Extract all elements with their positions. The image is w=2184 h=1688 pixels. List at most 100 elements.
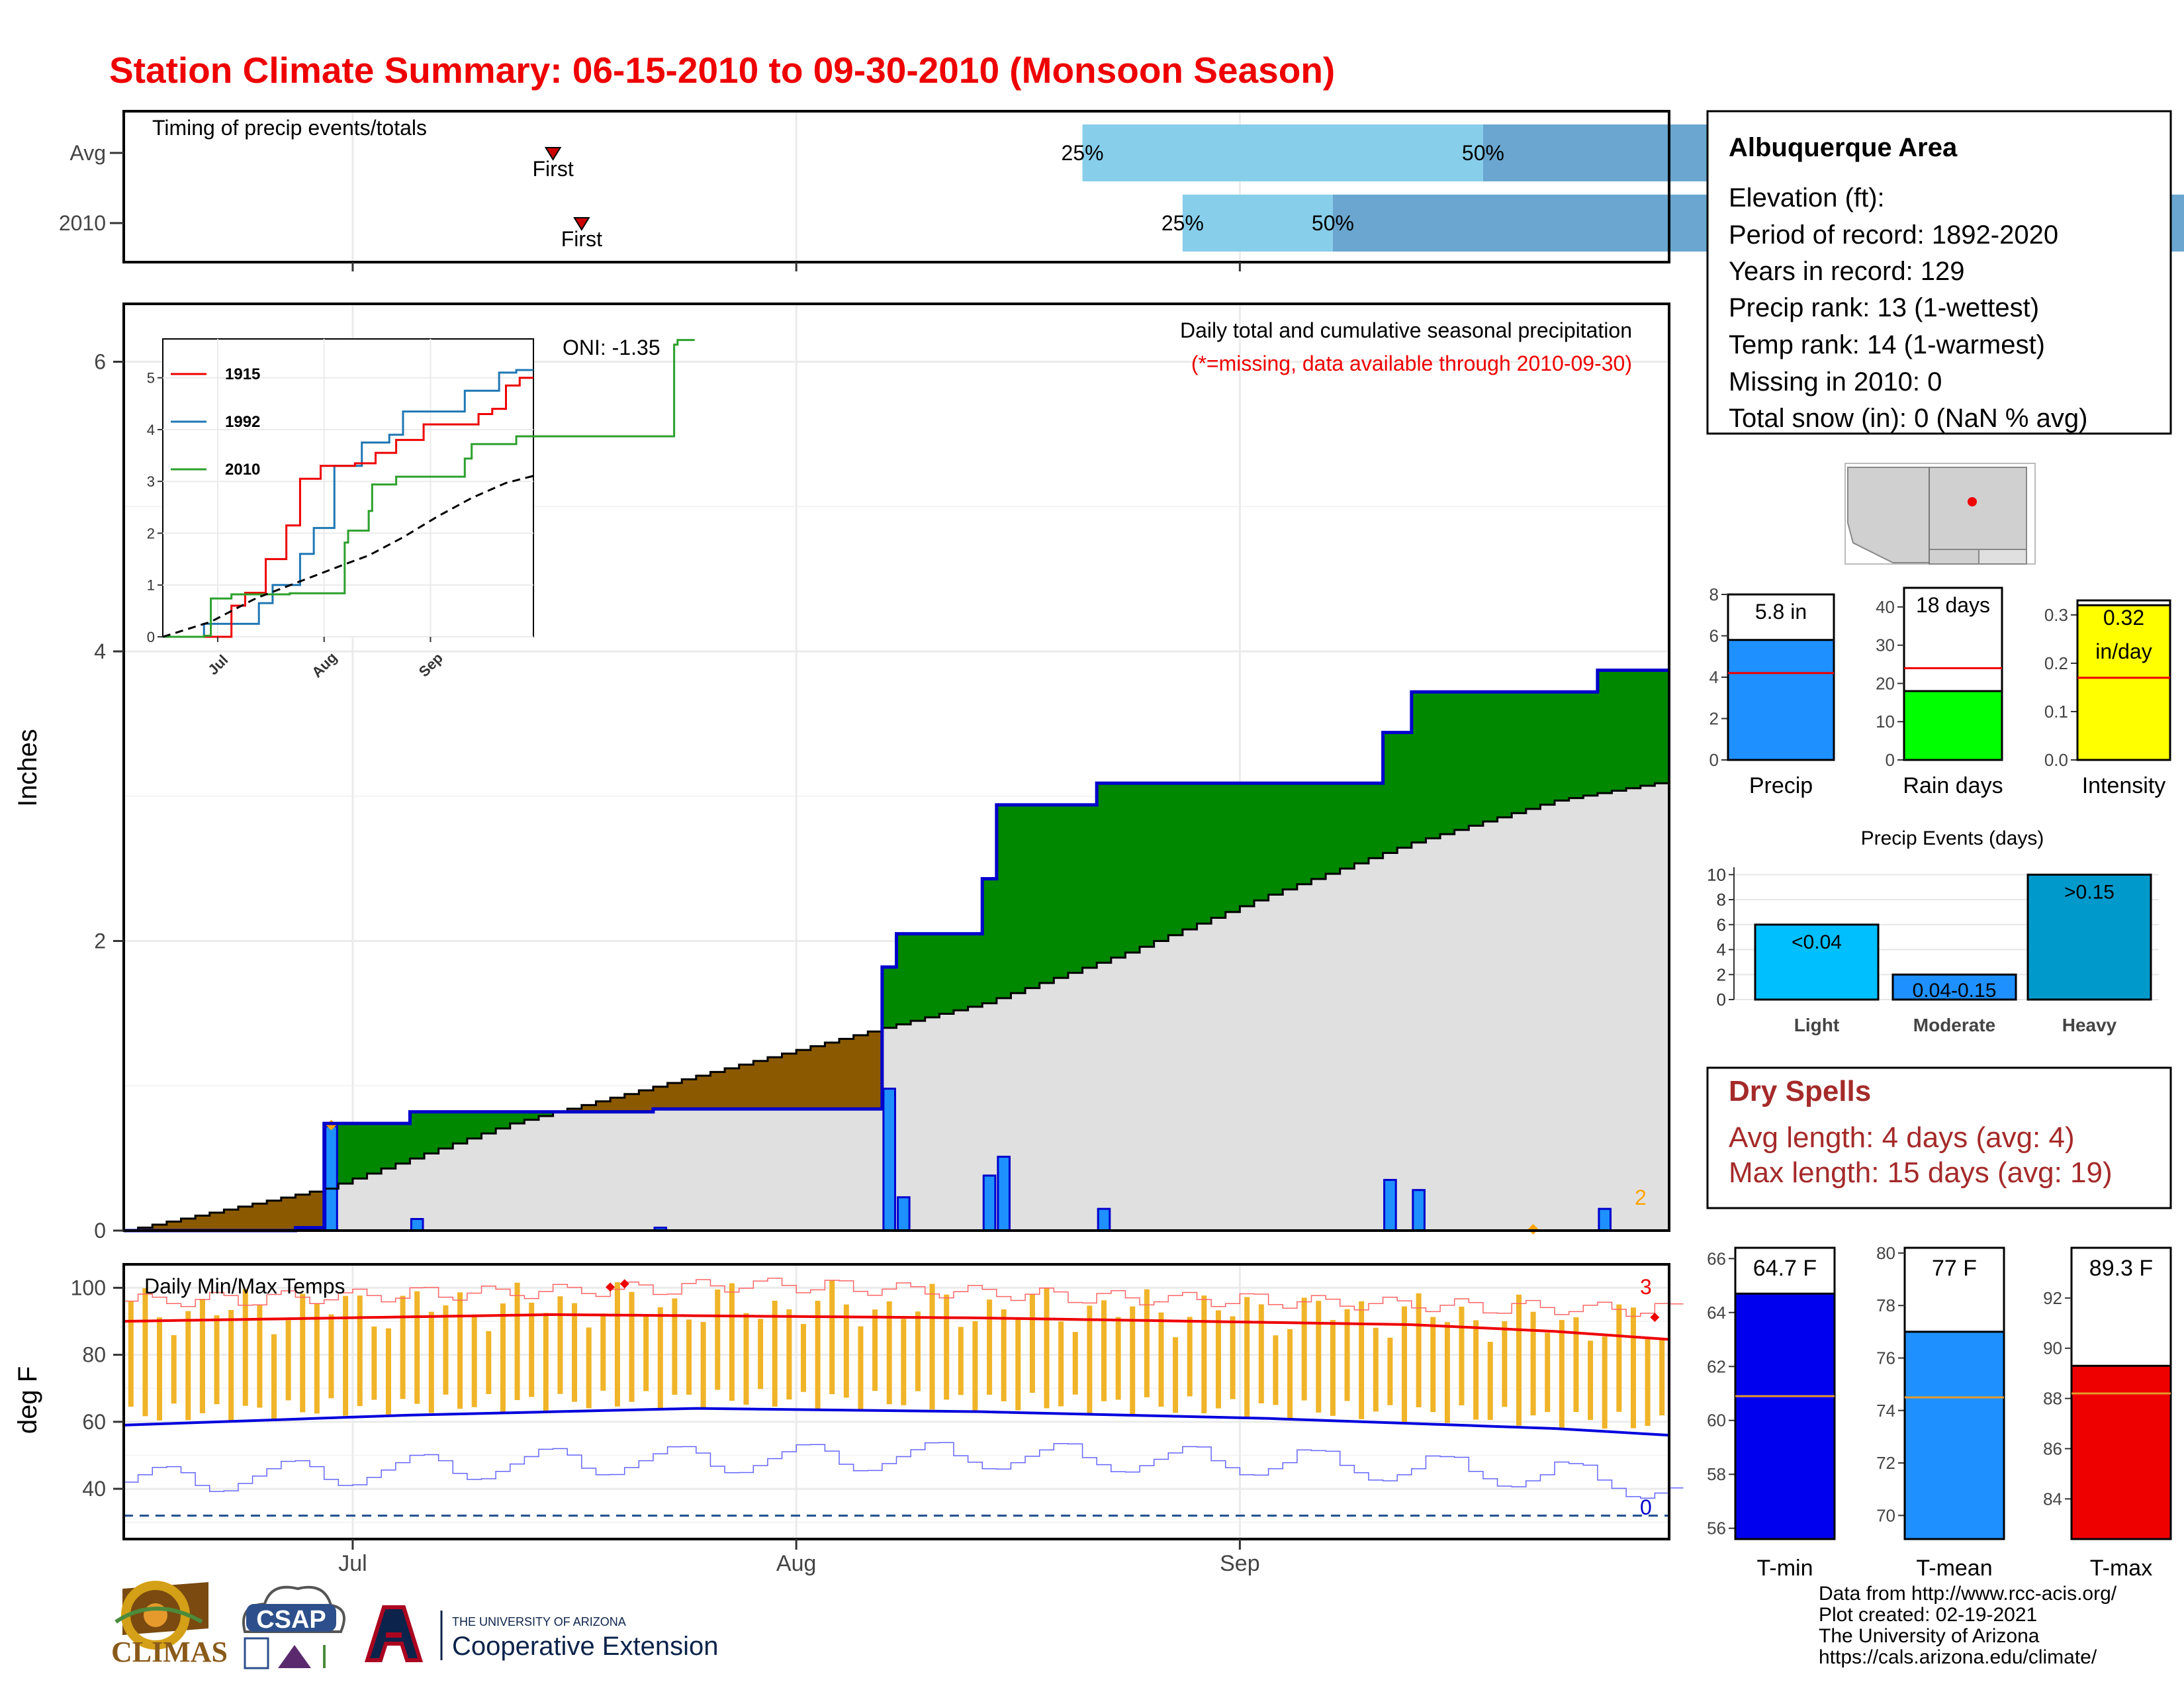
- mini-bar-charts: 0 2 4 6 8 5.8 in Precip 0 10 20 30 40 18 days Rain da…: [1709, 585, 2171, 798]
- below-average-area: [710, 1072, 725, 1109]
- daily-temp-range-bar: [572, 1303, 578, 1402]
- y-tick-label: 60: [1707, 1411, 1726, 1430]
- timing-row-label-avg: Avg: [69, 141, 106, 165]
- climas-logo: [114, 1581, 208, 1650]
- y-tick-label: 90: [2043, 1338, 2062, 1358]
- above-average-area: [1512, 692, 1527, 814]
- below-average-area: [853, 1035, 868, 1109]
- events-bar: [1754, 923, 1880, 1001]
- daily-temp-range-bar: [1015, 1317, 1021, 1411]
- daily-precip-bar: [410, 1218, 424, 1232]
- daily-temp-range-bar: [1058, 1321, 1064, 1407]
- daily-temp-range-bar: [729, 1283, 735, 1401]
- daily-temp-range-bar: [1459, 1306, 1465, 1405]
- y-tick-label: 2: [1717, 964, 1726, 984]
- below-average-area: [739, 1064, 754, 1109]
- above-average-area: [896, 933, 911, 1025]
- daily-temp-range-bar: [1659, 1338, 1665, 1416]
- above-average-area: [1025, 804, 1040, 988]
- y-tick-label: 0.1: [2044, 702, 2068, 722]
- daily-temp-range-bar: [700, 1322, 706, 1408]
- above-average-area: [1569, 692, 1584, 798]
- y-tick-label: 4: [1717, 940, 1726, 960]
- above-average-area: [1469, 692, 1484, 826]
- daily-temp-range-bar: [1530, 1311, 1536, 1416]
- station-snow: Total snow (in): 0 (NaN % avg): [1729, 404, 2087, 433]
- above-average-area: [1383, 732, 1398, 853]
- below-average-area: [782, 1053, 797, 1109]
- y-tick-label: 0: [1717, 990, 1726, 1009]
- station-period: Period of record: 1892-2020: [1729, 220, 2058, 250]
- y-tick-label: 84: [2043, 1489, 2062, 1509]
- below-average-area: [796, 1050, 811, 1109]
- daily-precip-bar: [1097, 1207, 1111, 1232]
- below-average-area: [310, 1192, 325, 1228]
- daily-temp-range-bar: [772, 1301, 778, 1407]
- below-average-area: [839, 1039, 854, 1109]
- first-event-label: First: [533, 157, 574, 181]
- daily-temp-range-bar: [1387, 1337, 1393, 1405]
- below-average-area: [281, 1197, 296, 1231]
- daily-temp-range-bar: [171, 1335, 177, 1404]
- above-average-area: [1197, 783, 1212, 924]
- y-tick-label: 2: [94, 929, 106, 953]
- above-average-area: [1225, 783, 1240, 912]
- dry-spells-avg: Avg length: 4 days (avg: 4): [1729, 1121, 2075, 1154]
- rain-days-bar: [1903, 690, 2003, 761]
- below-average-area: [696, 1075, 711, 1109]
- daily-temp-range-bar: [314, 1303, 320, 1414]
- y-tick-label: 0: [94, 1219, 106, 1243]
- above-average-area: [1583, 692, 1598, 796]
- above-average-area: [1283, 783, 1298, 890]
- daily-precip-bar: [324, 1125, 338, 1232]
- average-tmax-line: [123, 1313, 1670, 1341]
- daily-temp-range-bar: [600, 1313, 606, 1391]
- daily-temp-range-bar: [257, 1305, 263, 1408]
- y-tick-label: 0.0: [2044, 750, 2068, 770]
- events-category-label: Moderate: [1913, 1015, 1995, 1035]
- daily-temp-range-bar: [786, 1309, 792, 1400]
- daily-temp-range-bar: [1230, 1316, 1236, 1399]
- y-tick-label: 20: [1876, 673, 1895, 693]
- temp-summary-bars: 56 58 60 62 64 66 64.7 F T-min 70 72 74 76 78 80 77 F T…: [1707, 1243, 2172, 1581]
- above-average-area: [996, 804, 1012, 998]
- x-tick-label: Aug: [776, 1551, 817, 1576]
- below-average-area: [166, 1221, 182, 1231]
- daily-precip-bar: [1598, 1207, 1612, 1232]
- above-average-area: [1054, 804, 1069, 978]
- daily-temp-range-bar: [901, 1319, 907, 1405]
- above-average-area: [1626, 670, 1641, 788]
- record-high-marker: [1650, 1312, 1660, 1322]
- above-average-area: [1311, 783, 1326, 879]
- above-average-area: [1497, 692, 1512, 818]
- above-average-area: [381, 1123, 396, 1169]
- page-title: Station Climate Summary: 06-15-2010 to 0…: [109, 50, 1335, 91]
- below-average-area: [238, 1206, 253, 1231]
- above-average-area: [410, 1111, 425, 1159]
- footer-line: Plot created: 02-19-2021: [1819, 1604, 2038, 1626]
- daily-temp-range-bar: [872, 1309, 878, 1391]
- daily-temp-range-bar: [1130, 1306, 1136, 1415]
- below-average-area: [152, 1224, 167, 1231]
- missing-count: 2: [1635, 1186, 1647, 1209]
- y-tick-label: 70: [1876, 1505, 1895, 1525]
- record-high-marker: [619, 1279, 629, 1289]
- intensity-category-label: Intensity: [2082, 773, 2166, 798]
- daily-temp-range-bar: [1502, 1321, 1508, 1407]
- daily-temp-range-bar: [800, 1324, 806, 1392]
- above-average-area: [438, 1111, 453, 1149]
- daily-temp-range-bar: [686, 1319, 692, 1395]
- y-tick-label: 30: [1876, 635, 1895, 655]
- record-low-count: 0: [1640, 1495, 1652, 1519]
- events-bar: [1891, 973, 2017, 1001]
- above-average-area: [1454, 692, 1469, 830]
- below-average-area: [682, 1079, 697, 1109]
- daily-temp-range-bar: [471, 1314, 477, 1407]
- y-tick-label: 4: [1709, 667, 1719, 687]
- temp-panel-title: Daily Min/Max Temps: [144, 1274, 345, 1298]
- y-tick-label: 0: [1886, 750, 1895, 770]
- y-tick-label: 58: [1707, 1464, 1726, 1484]
- above-average-area: [1068, 804, 1083, 973]
